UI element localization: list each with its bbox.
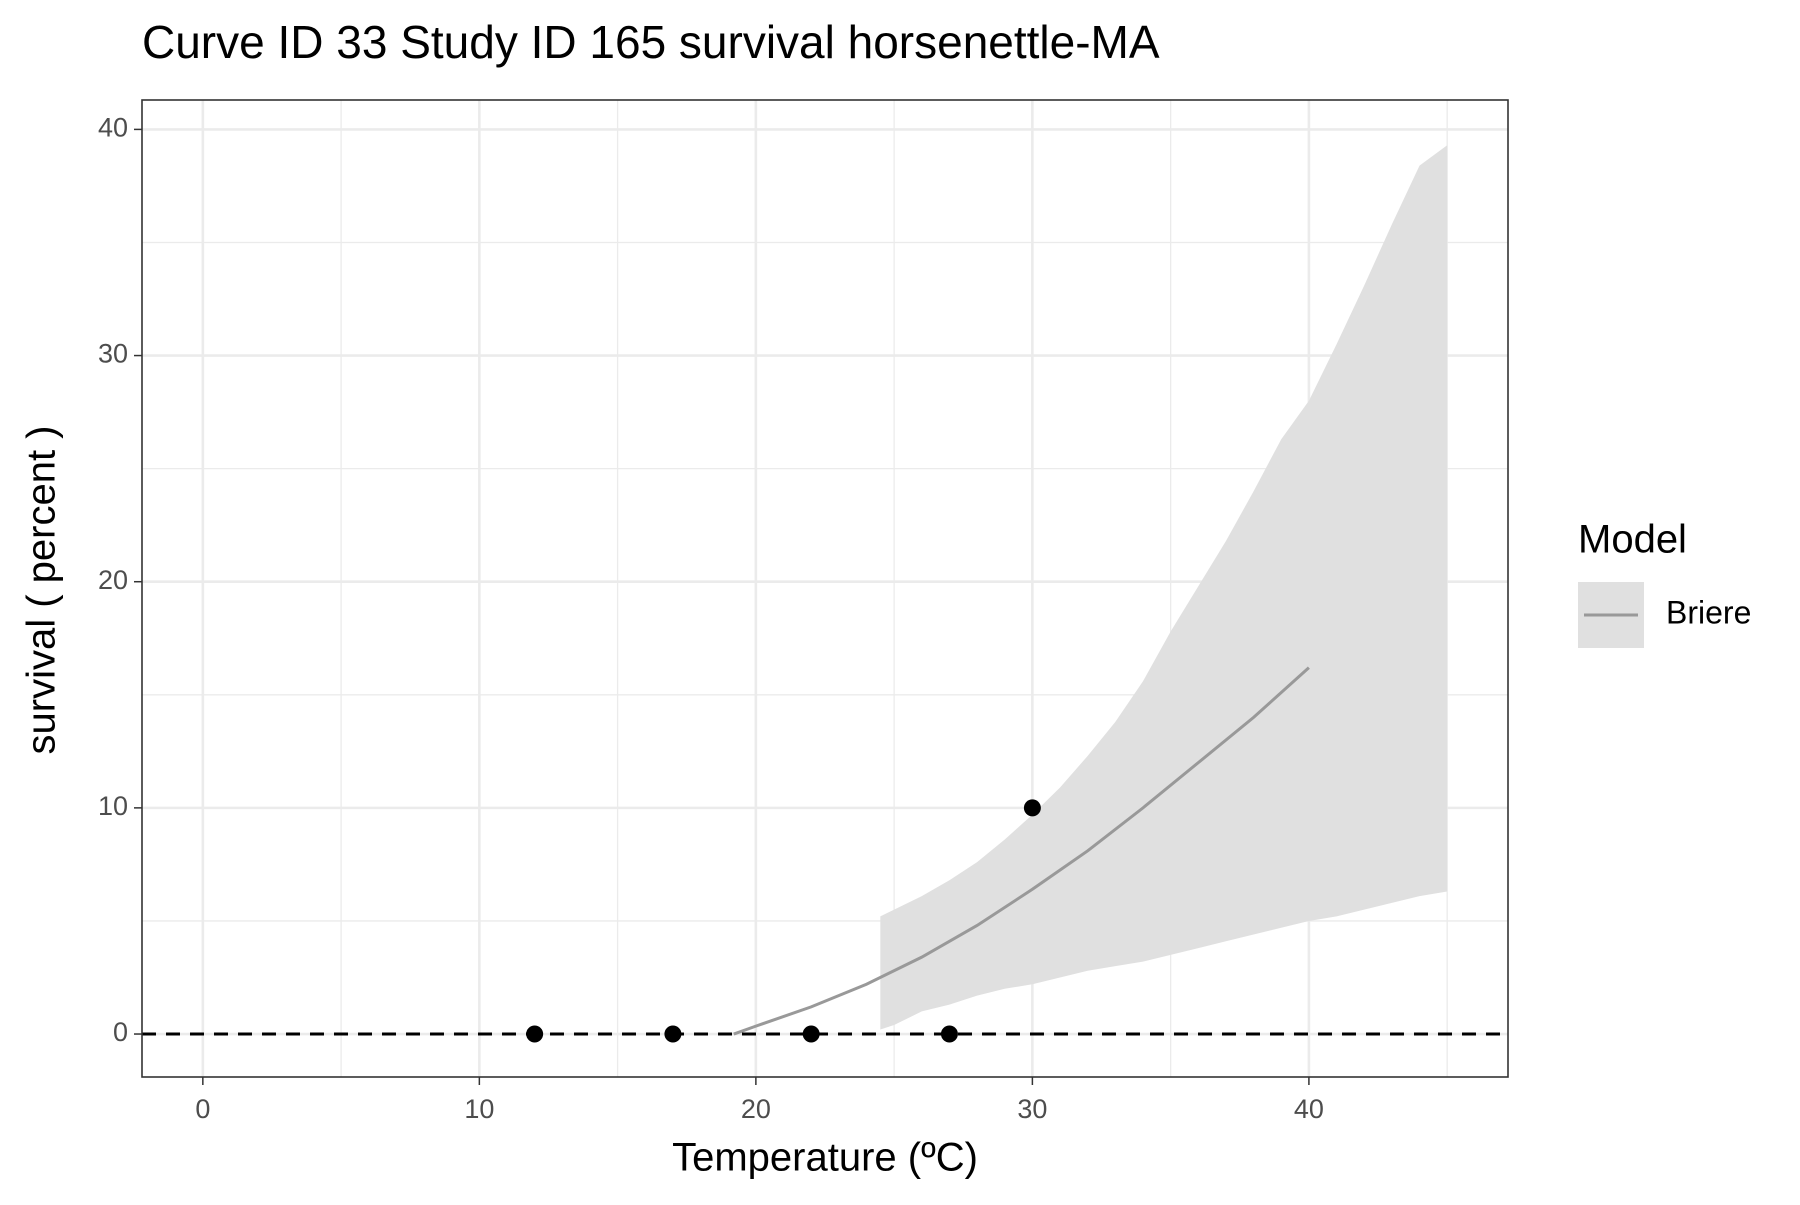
data-point bbox=[1023, 799, 1041, 817]
chart-title: Curve ID 33 Study ID 165 survival horsen… bbox=[142, 16, 1160, 68]
data-point bbox=[802, 1025, 820, 1043]
x-tick-label: 30 bbox=[1017, 1094, 1047, 1124]
confidence-band bbox=[880, 145, 1448, 1030]
fit-line bbox=[733, 666, 1310, 1036]
x-axis-title: Temperature (ºC) bbox=[672, 1136, 978, 1180]
y-tick-label: 0 bbox=[113, 1017, 128, 1047]
panel-border bbox=[141, 99, 1509, 1078]
x-tick-label: 0 bbox=[195, 1094, 210, 1124]
legend-title: Model bbox=[1578, 518, 1687, 562]
data-point bbox=[664, 1025, 682, 1043]
data-point bbox=[940, 1025, 958, 1043]
y-tick-label: 30 bbox=[98, 339, 128, 369]
x-tick-label: 10 bbox=[464, 1094, 494, 1124]
x-tick-label: 40 bbox=[1294, 1094, 1324, 1124]
legend-label: Briere bbox=[1666, 594, 1751, 630]
x-tick-label: 20 bbox=[741, 1094, 771, 1124]
y-axis-title: survival ( percent ) bbox=[20, 426, 64, 755]
data-point bbox=[526, 1025, 544, 1043]
y-tick-label: 40 bbox=[98, 113, 128, 143]
y-tick-label: 10 bbox=[98, 791, 128, 821]
y-tick-label: 20 bbox=[98, 565, 128, 595]
